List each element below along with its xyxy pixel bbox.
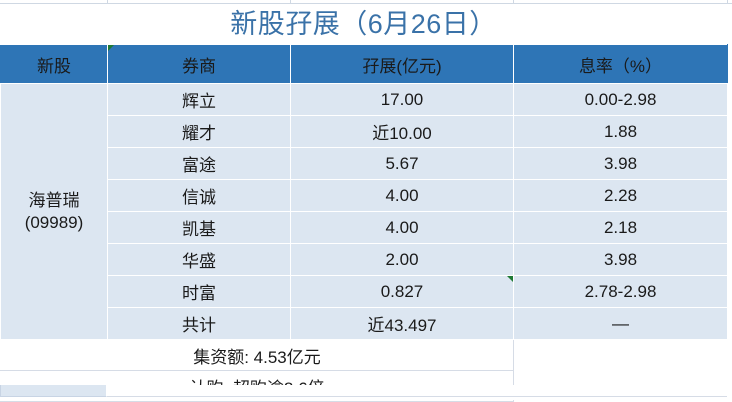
interest-rate: 2.78-2.98 <box>513 275 728 308</box>
broker-name: 时富 <box>107 275 291 308</box>
interest-rate: 3.98 <box>513 147 728 180</box>
column-header-broker-label: 券商 <box>182 56 216 76</box>
comment-flag-icon <box>108 45 114 51</box>
ipo-margin-sheet: 新股孖展（6月26日） 新股 券商 孖展(亿元) 息率（%） 海普瑞 (0998… <box>0 4 732 402</box>
interest-rate: 1.88 <box>513 115 728 148</box>
column-header-stock: 新股 <box>0 44 108 84</box>
column-header-margin: 孖展(亿元) <box>290 44 514 84</box>
sheet-tail <box>0 385 732 400</box>
broker-name: 信诚 <box>107 179 291 212</box>
spreadsheet-top-sliver <box>0 0 732 4</box>
interest-rate: — <box>513 307 728 340</box>
margin-amount: 5.67 <box>290 147 514 180</box>
company-column-tail <box>0 385 107 397</box>
table-row-total: 共计 近43.497 — <box>1 307 728 340</box>
header-row: 新股 券商 孖展(亿元) 息率（%） <box>0 44 728 84</box>
interest-rate: 0.00-2.98 <box>513 83 728 116</box>
margin-amount: 0.827 <box>290 275 514 308</box>
broker-name: 富途 <box>107 147 291 180</box>
broker-name: 华盛 <box>107 243 291 276</box>
company-name: 海普瑞 <box>28 190 80 210</box>
margin-amount: 2.00 <box>290 243 514 276</box>
summary-row-funds: 集资额: 4.53亿元 <box>0 339 728 371</box>
fundraising-amount: 集资额: 4.53亿元 <box>0 339 514 371</box>
broker-name: 耀才 <box>107 115 291 148</box>
broker-name: 凯基 <box>107 211 291 244</box>
margin-amount: 近10.00 <box>290 115 514 148</box>
table-row: 凯基 4.00 2.18 <box>1 211 728 244</box>
margin-amount-label: 0.827 <box>380 281 424 301</box>
margin-amount: 4.00 <box>290 179 514 212</box>
margin-amount: 17.00 <box>290 83 514 116</box>
company-cell: 海普瑞 (09989) <box>0 83 108 340</box>
page-title: 新股孖展（6月26日） <box>230 9 497 39</box>
comment-flag-icon <box>507 276 513 282</box>
table-row: 海普瑞 (09989) 辉立 17.00 0.00-2.98 <box>0 83 728 340</box>
interest-rate: 2.18 <box>513 211 728 244</box>
table-row: 信诚 4.00 2.28 <box>1 179 728 212</box>
table-row: 时富 0.827 2.78-2.98 <box>1 275 728 308</box>
interest-rate: 3.98 <box>513 243 728 276</box>
table-header: 新股 券商 孖展(亿元) 息率（%） <box>0 44 728 84</box>
title-bar: 新股孖展（6月26日） <box>0 4 727 44</box>
ipo-margin-table: 新股 券商 孖展(亿元) 息率（%） 海普瑞 (09989) 辉立 17.00 … <box>0 44 728 402</box>
interest-rate: 2.28 <box>513 179 728 212</box>
bottom-rule <box>107 396 727 397</box>
company-code: (09989) <box>24 212 84 232</box>
table-row: 富途 5.67 3.98 <box>1 147 728 180</box>
table-body: 海普瑞 (09989) 辉立 17.00 0.00-2.98 耀才 近10.00… <box>0 83 728 402</box>
table-row: 华盛 2.00 3.98 <box>1 243 728 276</box>
table-row: 耀才 近10.00 1.88 <box>1 115 728 148</box>
broker-name: 共计 <box>107 307 291 340</box>
broker-name: 辉立 <box>107 83 291 116</box>
column-header-rate: 息率（%） <box>513 44 728 84</box>
margin-amount: 4.00 <box>290 211 514 244</box>
column-header-broker: 券商 <box>107 44 291 84</box>
margin-amount: 近43.497 <box>290 307 514 340</box>
